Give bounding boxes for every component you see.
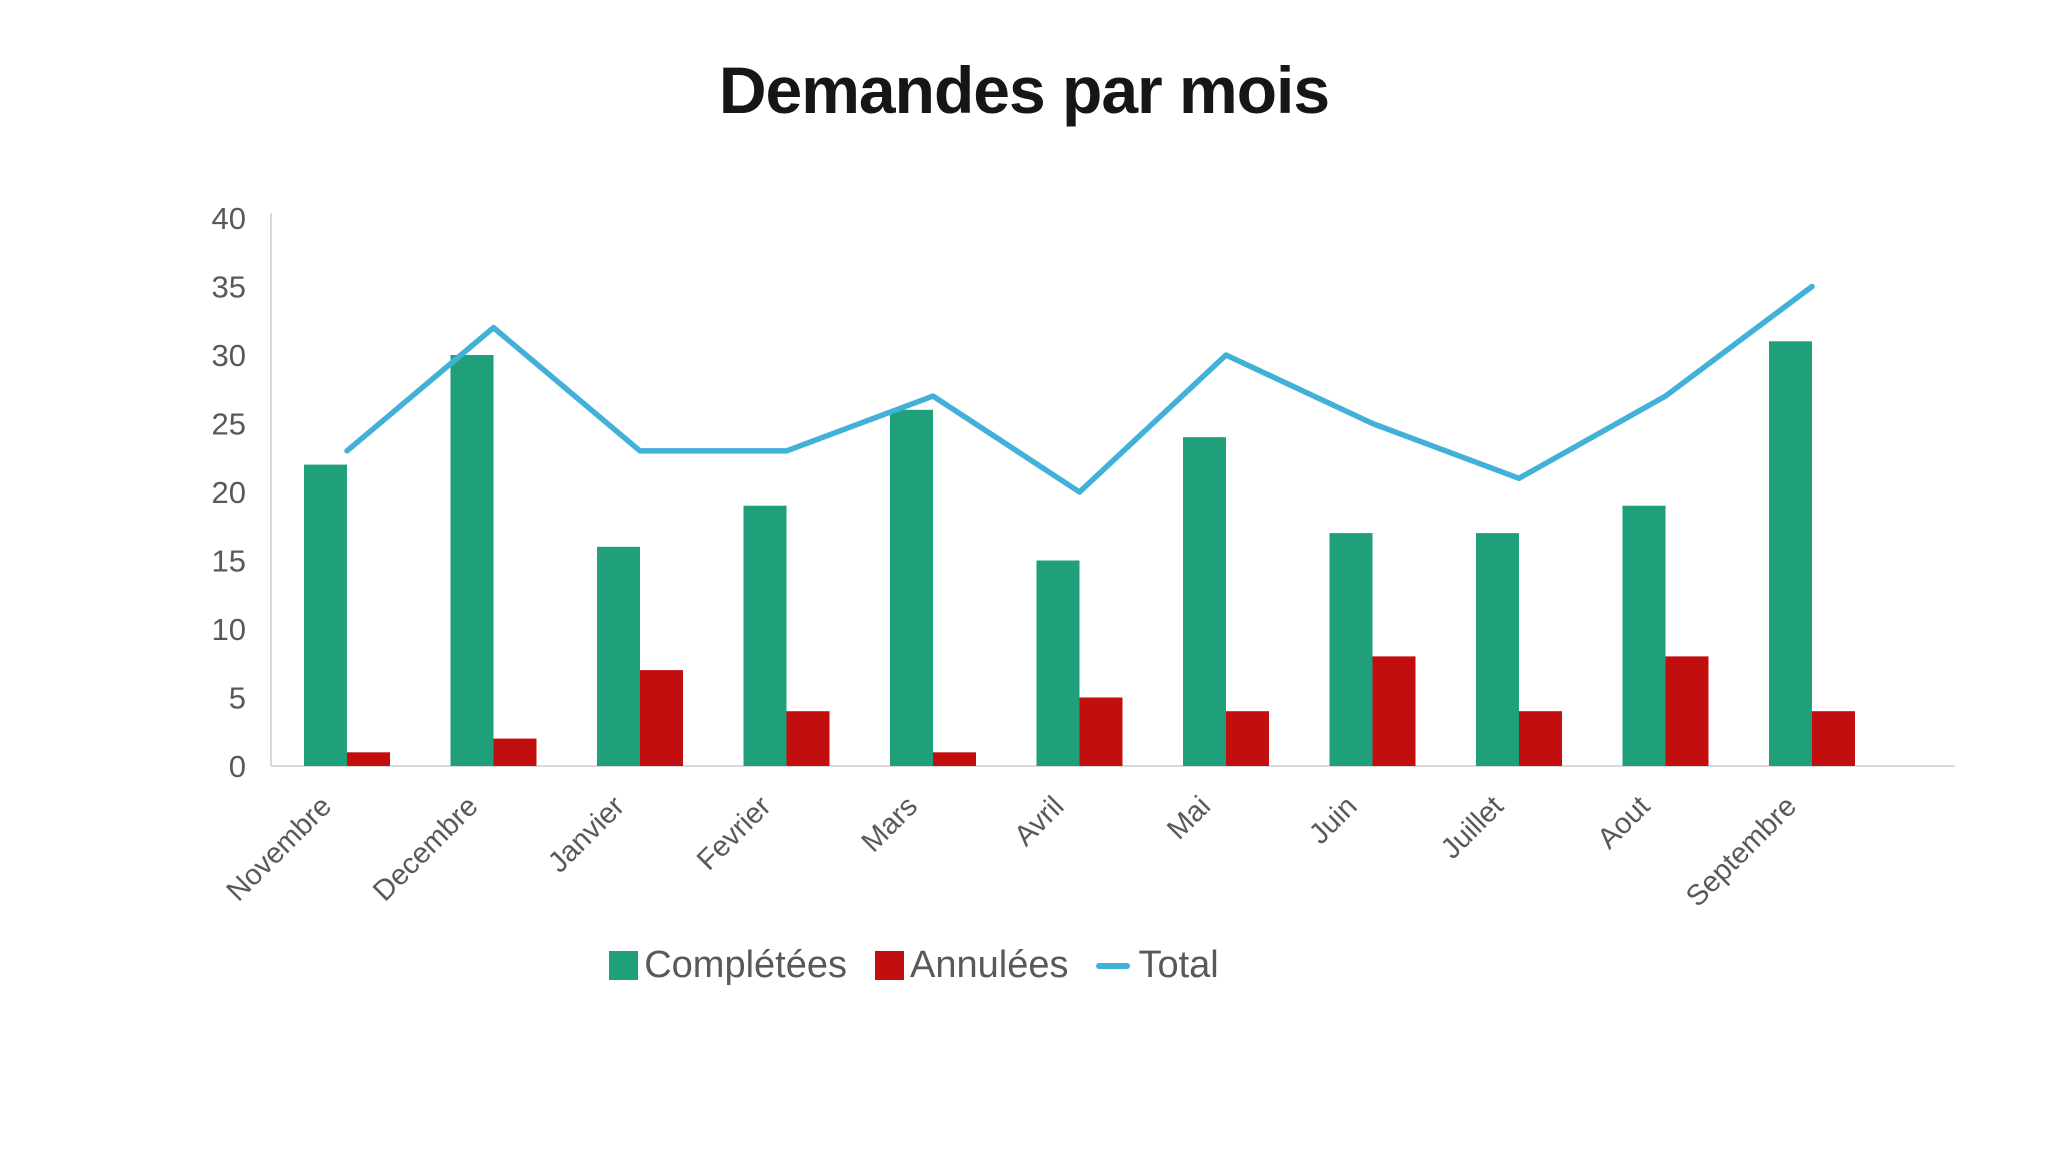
bar-annulees — [493, 738, 537, 766]
legend-swatch-annulees-icon — [875, 951, 904, 980]
y-axis-tick-label: 35 — [212, 270, 246, 305]
chart-legend: Complétées Annulées Total — [0, 944, 1938, 987]
legend-line-total-icon — [1096, 962, 1131, 969]
bar-completees — [1329, 533, 1373, 766]
bar-annulees — [786, 711, 830, 766]
chart-title: Demandes par mois — [718, 53, 1330, 127]
y-axis-tick-label: 10 — [212, 612, 246, 647]
legend-item-annulees: Annulées — [875, 944, 1068, 987]
y-axis-tick-label: 40 — [212, 201, 246, 236]
x-axis-label: Mars — [856, 790, 924, 858]
x-axis-label: Juin — [1303, 790, 1363, 850]
bar-completees — [304, 464, 347, 766]
y-axis-tick-label: 15 — [212, 544, 246, 579]
legend-item-completees: Complétées — [609, 944, 847, 987]
legend-label-completees: Complétées — [644, 944, 847, 986]
y-axis-tick-label: 30 — [212, 338, 246, 373]
x-axis-label: Septembre — [1680, 790, 1803, 913]
x-axis-label: Juillet — [1435, 790, 1510, 865]
x-axis-label: Janvier — [542, 790, 631, 879]
legend-item-total: Total — [1096, 944, 1219, 987]
y-axis-tick-label: 25 — [212, 407, 246, 442]
bar-annulees — [1372, 656, 1416, 766]
bar-annulees — [1226, 711, 1269, 766]
bar-completees — [450, 355, 494, 766]
x-axis-label: Decembre — [367, 790, 484, 907]
x-axis-label: Avril — [1008, 790, 1070, 852]
bar-completees — [743, 505, 787, 766]
y-axis-tick-label: 20 — [212, 475, 246, 510]
y-axis-tick-label: 0 — [229, 749, 246, 784]
legend-label-total: Total — [1138, 944, 1219, 986]
bar-annulees — [1079, 697, 1123, 766]
bar-annulees — [1665, 656, 1709, 766]
x-axis-label: Mai — [1161, 790, 1217, 846]
bar-completees — [1476, 533, 1519, 766]
bar-annulees — [640, 670, 683, 766]
x-axis-label: Fevrier — [691, 790, 778, 877]
bar-completees — [1036, 560, 1080, 766]
bar-annulees — [347, 752, 390, 766]
bar-completees — [1183, 437, 1226, 766]
legend-label-annulees: Annulées — [910, 944, 1069, 986]
legend-swatch-completees-icon — [609, 951, 639, 980]
bar-completees — [1622, 505, 1666, 766]
bar-completees — [1769, 341, 1812, 766]
y-axis-tick-label: 5 — [229, 681, 246, 716]
bar-annulees — [1812, 711, 1855, 766]
bar-annulees — [1519, 711, 1562, 766]
x-axis-label: Aout — [1592, 790, 1657, 855]
bar-completees — [890, 409, 933, 766]
total-line — [344, 283, 1815, 495]
bar-completees — [597, 546, 640, 766]
x-axis-label: Novembre — [221, 790, 338, 907]
bar-annulees — [933, 752, 976, 766]
